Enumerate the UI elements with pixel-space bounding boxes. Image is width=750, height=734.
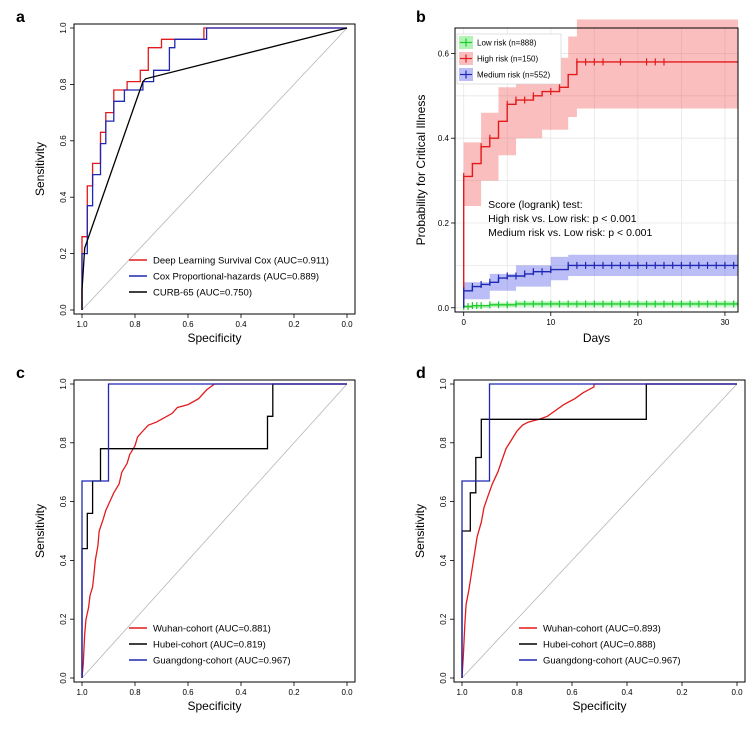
- x-tick-label: 0.6: [182, 688, 194, 697]
- x-tick-label: 0.4: [621, 688, 633, 697]
- x-tick-label: 0.2: [676, 688, 688, 697]
- x-axis-label: Specificity: [187, 331, 241, 345]
- plot-frame: [73, 379, 356, 683]
- y-tick-label: 0.0: [59, 304, 68, 316]
- y-tick-label: 0.8: [439, 437, 448, 449]
- x-axis-label: Specificity: [572, 699, 626, 713]
- x-tick-label: 0.8: [129, 688, 141, 697]
- x-tick-label: 0.6: [566, 688, 578, 697]
- y-tick-label: 0.4: [59, 554, 68, 566]
- legend-entry: Hubei-cohort (AUC=0.819): [153, 640, 266, 651]
- panel-b: b 0 10 20 30 0.0 0.2 0.4 0.6 Days Probability for …: [414, 9, 739, 345]
- chance-diagonal: [81, 383, 348, 679]
- chance-diagonal: [81, 27, 348, 311]
- y-tick-label: 0.6: [59, 495, 68, 507]
- y-tick-label: 0.6: [59, 135, 68, 147]
- x-tick-label: 0.6: [182, 320, 194, 329]
- roc-curve-1: [461, 383, 737, 679]
- legend-entry: Deep Learning Survival Cox (AUC=0.911): [153, 256, 329, 267]
- x-axis-label: Days: [583, 331, 610, 345]
- panel-a: a 1.0 0.8 0.6 0.4 0.2 0.0 0.0 0.2 0.4 0.6 0.8 1.0 Spe…: [16, 9, 356, 345]
- x-axis-label: Specificity: [187, 699, 241, 713]
- plot-frame: [453, 379, 746, 683]
- x-tick-label: 1.0: [76, 688, 88, 697]
- y-tick-label: 0.2: [59, 247, 68, 259]
- km-curve-2: [463, 61, 738, 308]
- y-tick-label: 0.8: [59, 78, 68, 90]
- legend-entry: Low risk (n=888): [477, 39, 537, 48]
- y-tick-label: 0.0: [438, 304, 450, 313]
- y-axis-label: Sensitivity: [413, 504, 427, 558]
- legend-box: [456, 33, 562, 85]
- y-tick-label: 0.6: [438, 49, 450, 58]
- x-tick-label: 1.0: [456, 688, 468, 697]
- logrank-annotation: Score (logrank) test:: [488, 199, 583, 211]
- legend-entry: Wuhan-cohort (AUC=0.881): [153, 624, 271, 635]
- logrank-annotation: High risk vs. Low risk: p < 0.001: [488, 213, 637, 225]
- plot-frame: [73, 23, 356, 315]
- legend-entry: CURB-65 (AUC=0.750): [153, 288, 252, 299]
- roc-curve-1: [81, 27, 347, 310]
- x-tick-label: 1.0: [76, 320, 88, 329]
- logrank-annotation: Medium risk vs. Low risk: p < 0.001: [488, 227, 652, 239]
- y-tick-label: 0.0: [439, 672, 448, 684]
- panel-letter-d: d: [416, 365, 426, 382]
- panel-d: d 1.0 0.8 0.6 0.4 0.2 0.0 0.0 0.2 0.4 0.6 0.8 1.0 Spe…: [413, 365, 746, 713]
- roc-curve-3: [81, 383, 347, 678]
- x-tick-label: 0: [461, 318, 466, 327]
- y-axis-label: Sensitivity: [33, 504, 47, 558]
- x-tick-label: 0.8: [129, 320, 141, 329]
- roc-curve-3: [461, 383, 737, 678]
- legend-entry: High risk (n=150): [477, 55, 538, 64]
- x-tick-label: 0.8: [511, 688, 523, 697]
- x-tick-label: 30: [720, 318, 729, 327]
- plot-frame: [454, 27, 739, 313]
- roc-curve-1: [81, 383, 347, 679]
- legend-entry: Cox Proportional-hazards (AUC=0.889): [153, 272, 319, 283]
- y-axis-label: Probability for Critical Illness: [414, 95, 428, 246]
- x-tick-label: 10: [546, 318, 555, 327]
- y-tick-label: 1.0: [439, 378, 448, 390]
- y-tick-label: 0.4: [439, 554, 448, 566]
- panel-letter-c: c: [16, 365, 25, 382]
- legend-entry: Hubei-cohort (AUC=0.888): [543, 640, 656, 651]
- x-tick-label: 0.0: [731, 688, 743, 697]
- y-tick-label: 0.4: [59, 191, 68, 203]
- x-tick-label: 0.4: [235, 320, 247, 329]
- y-tick-label: 0.6: [439, 495, 448, 507]
- x-tick-label: 0.4: [235, 688, 247, 697]
- panel-c: c 1.0 0.8 0.6 0.4 0.2 0.0 0.0 0.2 0.4 0.6 0.8 1.0 Spe…: [16, 365, 356, 713]
- panel-letter-a: a: [16, 9, 25, 26]
- x-tick-label: 0.2: [288, 320, 300, 329]
- confidence-band-3: [463, 254, 738, 300]
- y-tick-label: 1.0: [59, 22, 68, 34]
- x-tick-label: 20: [633, 318, 642, 327]
- y-tick-label: 0.2: [59, 613, 68, 625]
- y-tick-label: 0.8: [59, 437, 68, 449]
- chance-diagonal: [461, 383, 738, 679]
- legend-entry: Wuhan-cohort (AUC=0.893): [543, 624, 661, 635]
- legend-entry: Guangdong-cohort (AUC=0.967): [153, 656, 291, 667]
- y-tick-label: 0.2: [438, 219, 450, 228]
- y-tick-label: 1.0: [59, 378, 68, 390]
- y-tick-label: 0.0: [59, 672, 68, 684]
- x-tick-label: 0.2: [288, 688, 300, 697]
- roc-curve-3: [81, 27, 348, 310]
- y-tick-label: 0.4: [438, 134, 450, 143]
- y-tick-label: 0.2: [439, 613, 448, 625]
- roc-curve-2: [461, 383, 737, 678]
- roc-curve-2: [81, 27, 347, 310]
- panel-letter-b: b: [416, 9, 426, 26]
- x-tick-label: 0.0: [341, 688, 353, 697]
- legend-entry: Medium risk (n=552): [477, 71, 550, 80]
- legend-entry: Guangdong-cohort (AUC=0.967): [543, 656, 681, 667]
- y-axis-label: Sensitivity: [33, 142, 47, 196]
- x-tick-label: 0.0: [341, 320, 353, 329]
